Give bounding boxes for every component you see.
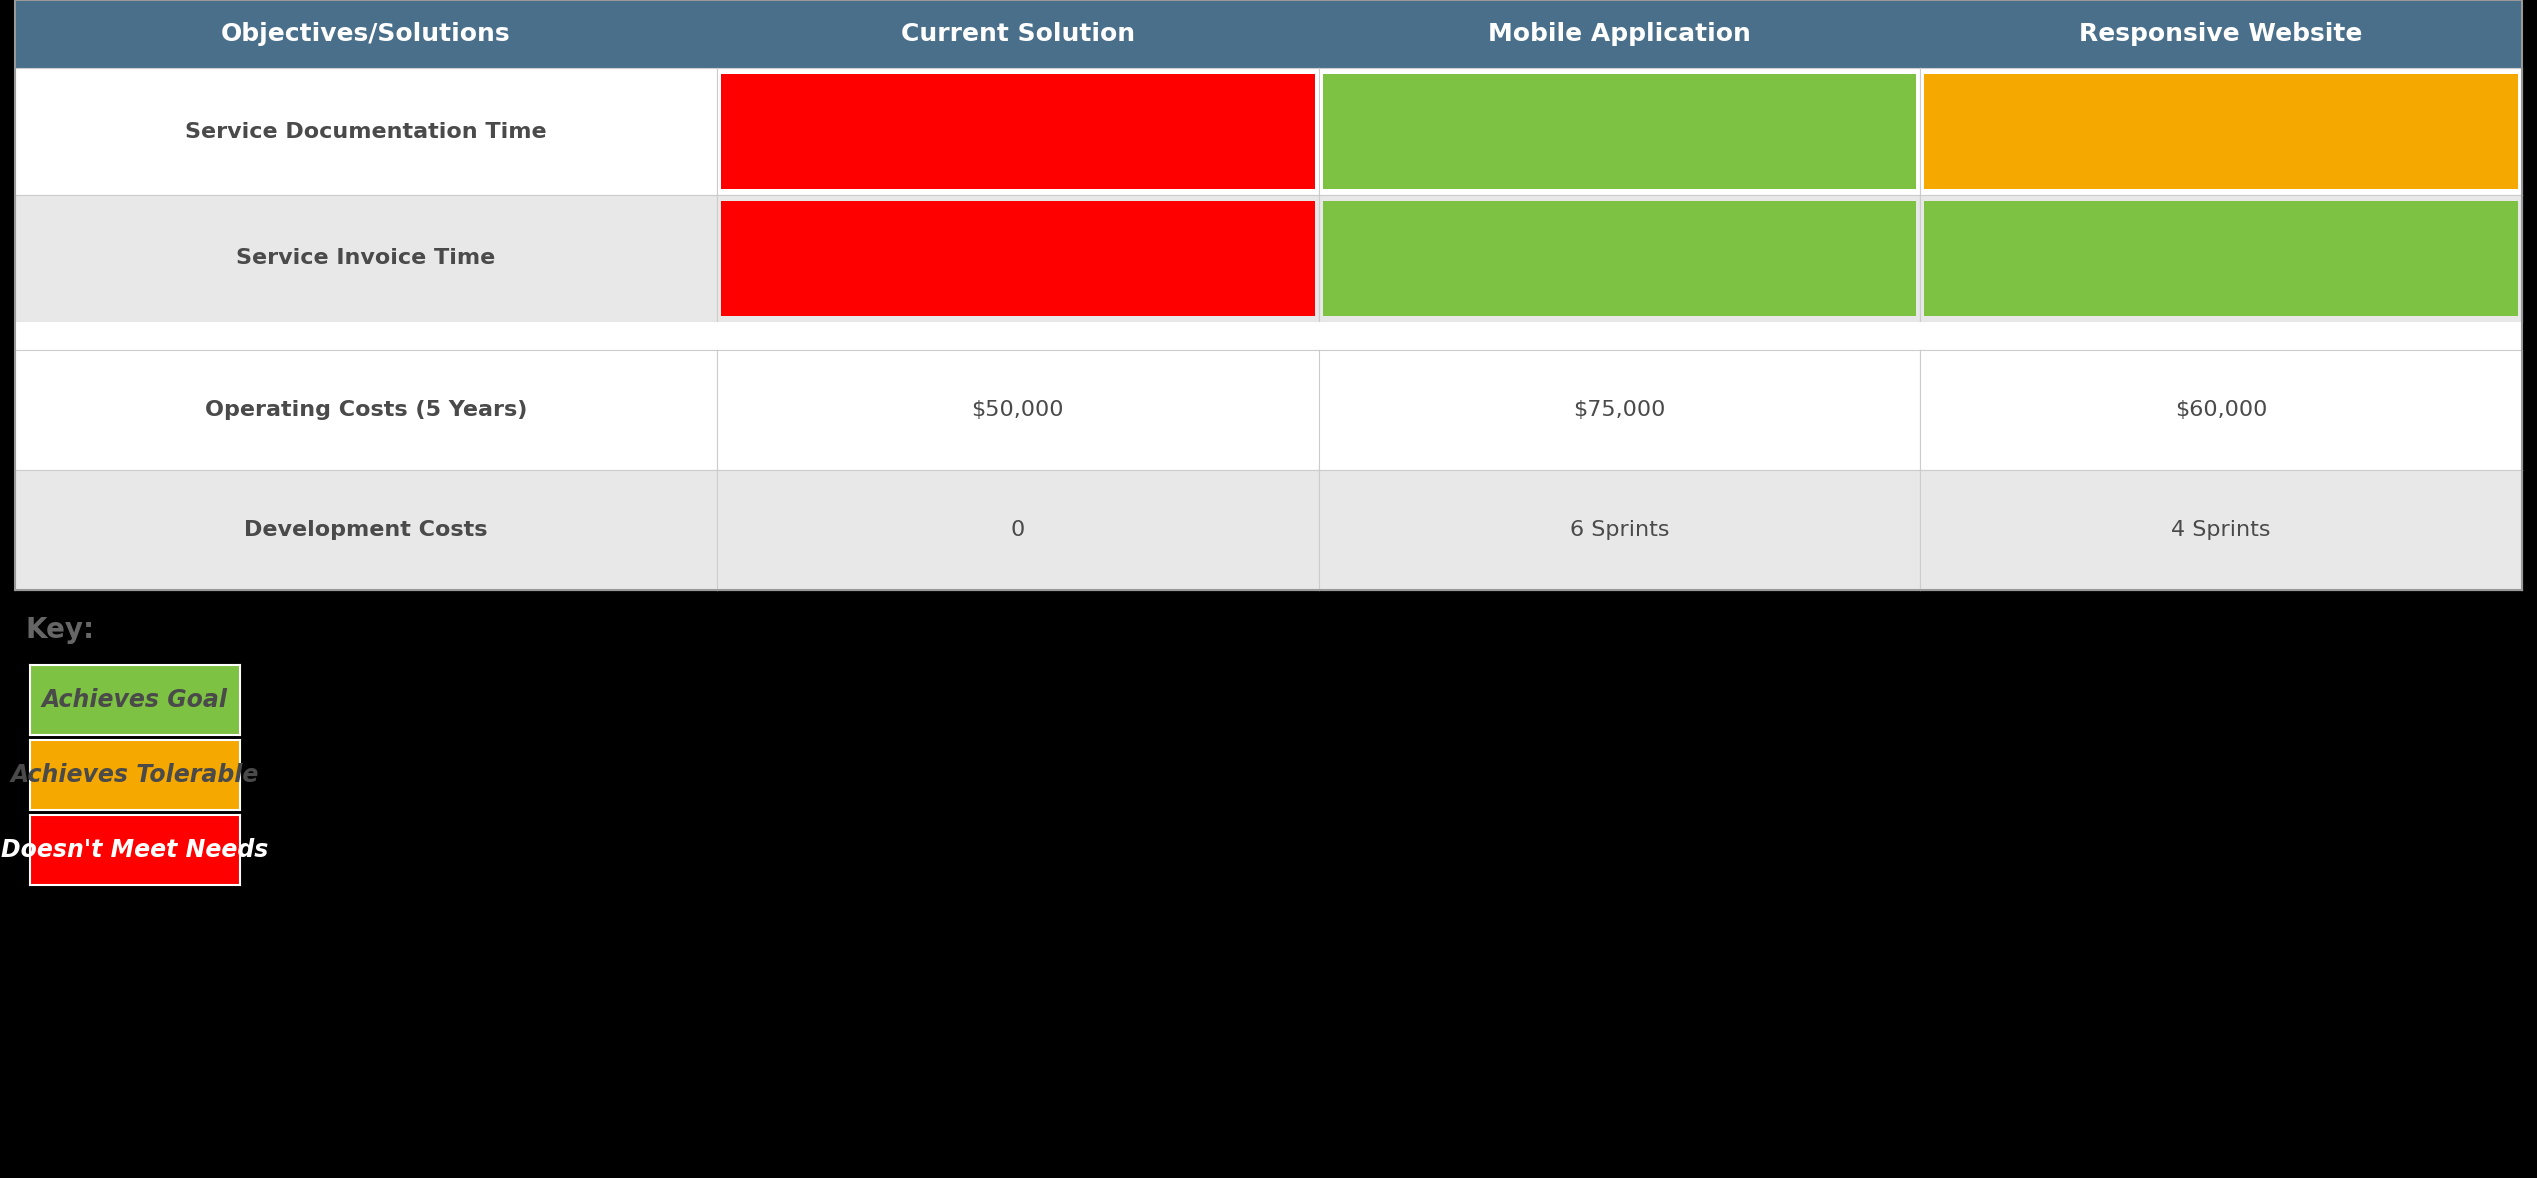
Text: Service Documentation Time: Service Documentation Time <box>185 121 548 141</box>
Text: 4 Sprints: 4 Sprints <box>2172 519 2271 540</box>
Text: 0: 0 <box>1010 519 1025 540</box>
Text: Current Solution: Current Solution <box>901 22 1134 46</box>
Text: Doesn't Meet Needs: Doesn't Meet Needs <box>3 838 269 862</box>
Text: $75,000: $75,000 <box>1573 401 1667 421</box>
Text: $60,000: $60,000 <box>2174 401 2268 421</box>
Text: Objectives/Solutions: Objectives/Solutions <box>221 22 510 46</box>
Text: Development Costs: Development Costs <box>244 519 487 540</box>
Text: 6 Sprints: 6 Sprints <box>1570 519 1669 540</box>
Text: Achieves Goal: Achieves Goal <box>43 688 228 712</box>
Text: Operating Costs (5 Years): Operating Costs (5 Years) <box>205 401 528 421</box>
Text: Key:: Key: <box>25 616 94 644</box>
Text: Mobile Application: Mobile Application <box>1489 22 1751 46</box>
Text: Service Invoice Time: Service Invoice Time <box>236 249 495 269</box>
Text: Responsive Website: Responsive Website <box>2080 22 2362 46</box>
Text: Achieves Tolerable: Achieves Tolerable <box>10 763 259 787</box>
Text: $50,000: $50,000 <box>972 401 1063 421</box>
